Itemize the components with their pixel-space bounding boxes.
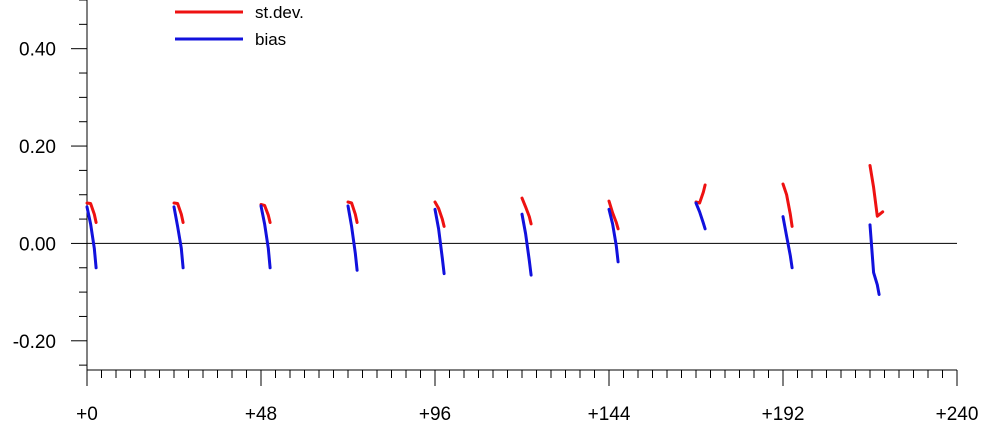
series-line-segment: [259, 203, 272, 224]
y-tick-label: -0.20: [13, 332, 56, 353]
y-tick-label: 0.40: [19, 40, 56, 61]
legend: st.dev. bias: [175, 3, 304, 49]
series-line-segment: [694, 183, 707, 205]
series-stdev: [85, 164, 885, 231]
series-line-segment: [346, 200, 359, 224]
series-line-segment: [868, 164, 885, 218]
series-line-segment: [520, 196, 533, 226]
series-line-segment: [781, 215, 794, 270]
x-tick-label: +0: [76, 404, 98, 423]
series-layer: [85, 164, 885, 296]
x-tick-label: +192: [762, 404, 805, 423]
axes: +0 +48 +96 +144 +192 +240 -0.20 0.00 0.20 0.40: [13, 0, 979, 423]
series-line-segment: [259, 204, 272, 270]
series-line-segment: [694, 201, 707, 231]
series-line-segment: [607, 199, 620, 231]
x-tick-label: +96: [419, 404, 451, 423]
series-line-segment: [520, 212, 533, 277]
y-tick-label: 0.20: [19, 137, 56, 158]
series-line-segment: [868, 223, 881, 296]
series-line-segment: [172, 205, 185, 270]
x-tick-label: +144: [588, 404, 631, 423]
series-line-segment: [607, 207, 620, 264]
series-line-segment: [433, 207, 446, 276]
series-line-segment: [85, 201, 98, 224]
series-bias: [85, 201, 881, 296]
series-line-segment: [346, 204, 359, 272]
series-line-segment: [172, 201, 185, 224]
x-tick-label: +240: [936, 404, 979, 423]
series-line-segment: [781, 182, 794, 228]
series-line-segment: [433, 200, 446, 228]
legend-label: st.dev.: [255, 3, 304, 22]
series-line-segment: [85, 205, 98, 270]
y-tick-label: 0.00: [19, 234, 56, 255]
legend-label: bias: [255, 30, 286, 49]
x-tick-label: +48: [245, 404, 277, 423]
